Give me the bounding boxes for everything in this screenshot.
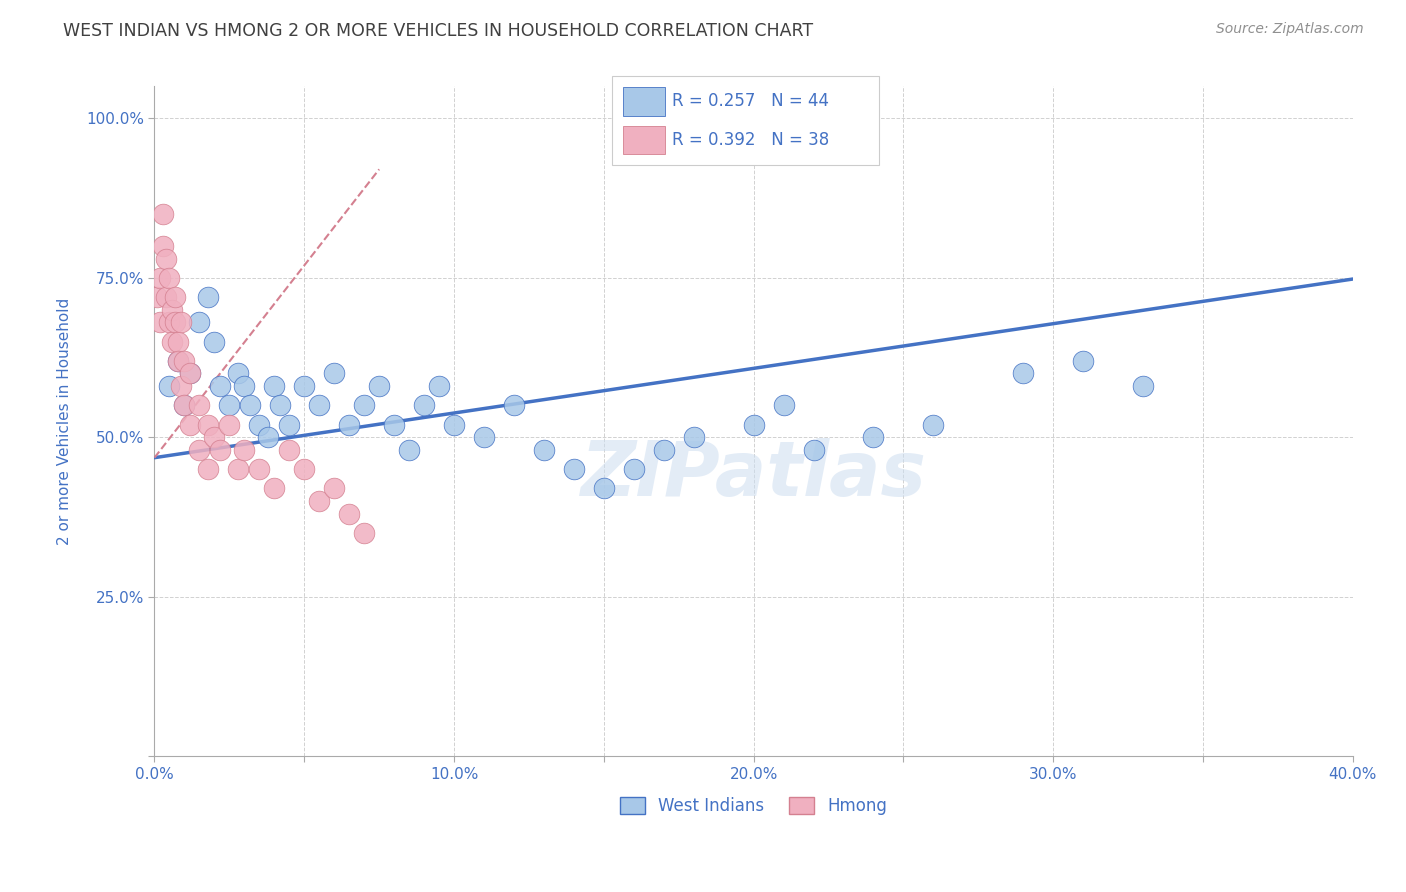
Point [247,462,270,476]
Point [323,481,346,495]
Point [197,417,219,432]
Point [155,290,177,304]
Point [1132,379,1154,393]
Point [682,430,704,444]
Point [278,417,301,432]
Point [197,290,219,304]
Point [155,252,177,266]
Point [803,443,825,458]
Point [202,334,225,349]
Point [427,379,450,393]
Point [472,430,495,444]
Text: R = 0.257   N = 44: R = 0.257 N = 44 [672,92,830,110]
Point [623,462,645,476]
Point [562,462,585,476]
Point [159,379,181,393]
Point [443,417,465,432]
Point [152,207,174,221]
Point [503,398,526,412]
Point [263,379,285,393]
Point [337,507,360,521]
Point [308,494,330,508]
Point [652,443,675,458]
Point [209,379,232,393]
Point [165,290,187,304]
Point [592,481,614,495]
Point [533,443,555,458]
Point [1012,367,1035,381]
Point [188,315,211,329]
Point [1071,353,1094,368]
Point [162,302,184,317]
Point [413,398,436,412]
Point [173,398,195,412]
Point [263,481,285,495]
Point [165,315,187,329]
Point [228,462,250,476]
Point [239,398,262,412]
Point [292,379,315,393]
Point [170,379,193,393]
Point [368,379,391,393]
Point [228,367,250,381]
Point [308,398,330,412]
Point [188,443,211,458]
Point [179,367,201,381]
Point [218,398,240,412]
Text: R = 0.392   N = 38: R = 0.392 N = 38 [672,131,830,149]
Text: ZIPatlas: ZIPatlas [581,438,927,512]
Point [922,417,945,432]
Point [197,462,219,476]
Point [167,353,190,368]
Point [233,379,256,393]
Point [170,315,193,329]
Point [247,417,270,432]
Point [353,398,375,412]
Point [323,367,346,381]
Point [202,430,225,444]
Point [269,398,291,412]
Point [292,462,315,476]
Point [233,443,256,458]
Text: Source: ZipAtlas.com: Source: ZipAtlas.com [1216,22,1364,37]
Point [152,239,174,253]
Point [159,270,181,285]
Point [398,443,420,458]
Point [188,398,211,412]
Point [149,270,172,285]
Point [159,315,181,329]
Point [162,334,184,349]
Point [173,353,195,368]
Point [179,417,201,432]
Point [173,398,195,412]
Point [179,367,201,381]
Point [278,443,301,458]
Point [257,430,280,444]
Point [337,417,360,432]
Point [167,334,190,349]
Point [146,290,169,304]
Point [382,417,405,432]
Point [353,525,375,540]
Point [149,315,172,329]
Point [862,430,884,444]
Point [772,398,794,412]
Legend: West Indians, Hmong: West Indians, Hmong [613,790,894,822]
Point [209,443,232,458]
Y-axis label: 2 or more Vehicles in Household: 2 or more Vehicles in Household [58,298,72,545]
Point [742,417,765,432]
Text: WEST INDIAN VS HMONG 2 OR MORE VEHICLES IN HOUSEHOLD CORRELATION CHART: WEST INDIAN VS HMONG 2 OR MORE VEHICLES … [63,22,814,40]
Point [218,417,240,432]
Point [167,353,190,368]
